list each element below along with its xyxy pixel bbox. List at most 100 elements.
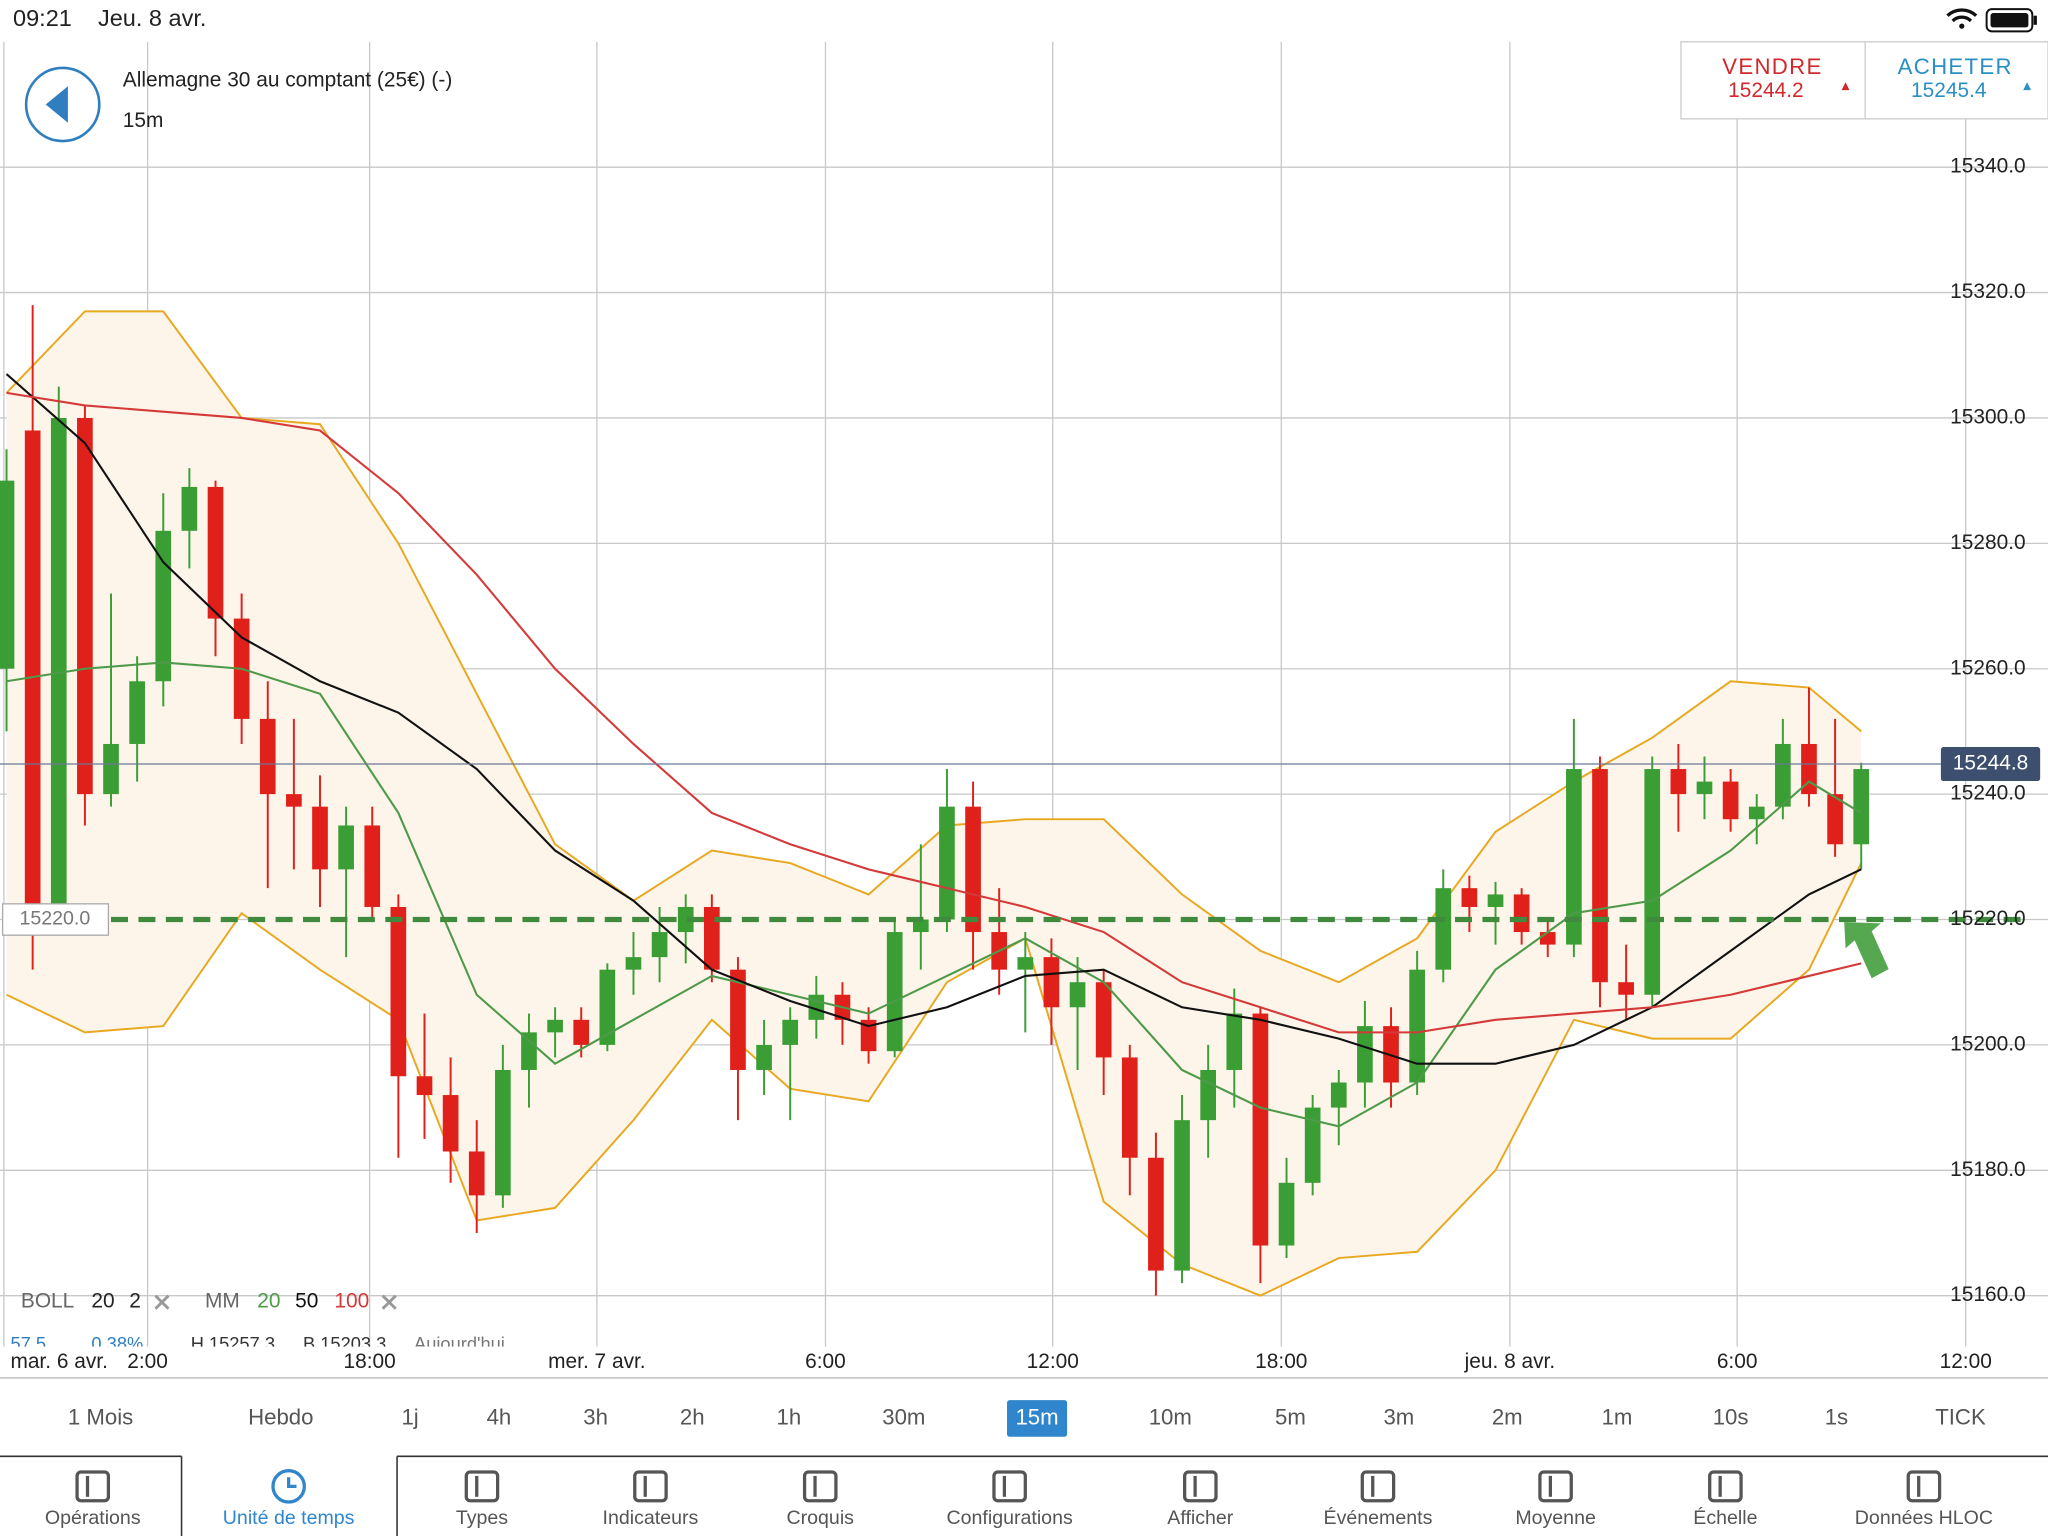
- candle-body: [860, 1019, 877, 1052]
- timeframe-label: Hebdo: [248, 1404, 313, 1429]
- timeframe-option[interactable]: 4h: [487, 1404, 512, 1429]
- candle-body: [1722, 781, 1739, 820]
- timeframe-option[interactable]: 3m: [1383, 1404, 1414, 1429]
- toolbar-icon: [633, 1470, 668, 1503]
- toolbar-item[interactable]: Unité de temps: [223, 1469, 355, 1529]
- candle-body: [912, 919, 929, 933]
- timeframe-option[interactable]: 2m: [1492, 1404, 1523, 1429]
- last-price-label: 15244.8: [1953, 752, 2028, 775]
- candle-body: [1435, 888, 1452, 970]
- candle-body: [77, 417, 93, 795]
- candle-body: [782, 1019, 799, 1045]
- legend-boll-period: 20: [91, 1290, 114, 1313]
- moving-average: [6, 661, 1862, 1128]
- candle-body: [1330, 1082, 1347, 1108]
- timeframe-label: 30m: [882, 1404, 925, 1429]
- toolbar-item[interactable]: Indicateurs: [603, 1470, 699, 1529]
- timeframe-option[interactable]: 1m: [1602, 1404, 1633, 1429]
- candle-body: [1748, 806, 1765, 820]
- y-tick-label: 15320.0: [1950, 280, 2025, 303]
- toolbar-item[interactable]: Moyenne: [1515, 1470, 1596, 1529]
- candle-body: [1801, 743, 1817, 795]
- back-button[interactable]: [24, 66, 101, 143]
- y-tick-label: 15220.0: [1950, 907, 2025, 930]
- toolbar-item[interactable]: Opérations: [45, 1470, 141, 1529]
- toolbar-icon: [287, 1477, 297, 1488]
- candle-body: [939, 806, 955, 920]
- timeframe-option[interactable]: 3h: [583, 1404, 608, 1429]
- candle-body: [103, 743, 119, 795]
- toolbar-item[interactable]: Données HLOC: [1855, 1470, 1993, 1529]
- buy-price: 15245.4: [1911, 79, 1986, 102]
- alert-arrow: [1844, 922, 1889, 979]
- candle-body: [1566, 769, 1582, 945]
- legend-boll: BOLL: [21, 1290, 74, 1313]
- y-tick-label: 15200.0: [1950, 1032, 2025, 1055]
- toolbar-item[interactable]: Types: [456, 1470, 508, 1529]
- y-tick-label: 15340.0: [1950, 155, 2025, 178]
- toolbar-icon: [802, 1470, 838, 1503]
- toolbar-label: Indicateurs: [603, 1507, 699, 1529]
- toolbar-label: Échelle: [1693, 1506, 1757, 1529]
- toolbar-item[interactable]: Échelle: [1693, 1470, 1758, 1529]
- timeframe-option[interactable]: 15m: [1007, 1400, 1068, 1437]
- timeframe-label: 2h: [680, 1404, 705, 1429]
- toolbar-item[interactable]: Croquis: [787, 1470, 855, 1529]
- x-tick-label: 2:00: [127, 1350, 168, 1373]
- timeframe-label: 1h: [777, 1404, 802, 1429]
- timeframe-option[interactable]: 10s: [1713, 1404, 1749, 1429]
- toolbar-label: Croquis: [787, 1507, 855, 1529]
- toolbar-label: Unité de temps: [223, 1507, 355, 1529]
- toolbar-label: Configurations: [947, 1507, 1073, 1529]
- candle-body: [1095, 982, 1112, 1058]
- candle-body: [442, 1095, 459, 1152]
- x-axis-band: [0, 1346, 2048, 1378]
- legend-remove[interactable]: [154, 1294, 170, 1310]
- interval: 15m: [123, 109, 164, 132]
- candle-body: [181, 486, 198, 531]
- wifi-icon: [1946, 8, 1978, 29]
- timeframe-option[interactable]: TICK: [1935, 1404, 1986, 1429]
- timeframe-option[interactable]: 1h: [777, 1404, 802, 1429]
- buy-button[interactable]: ACHETER 15245.4: [1898, 54, 2032, 102]
- candle-body: [312, 806, 328, 870]
- toolbar-icon: [1183, 1470, 1218, 1503]
- legend-remove-stroke: [154, 1294, 170, 1310]
- candle-body: [1853, 769, 1870, 845]
- timeframe-option[interactable]: 5m: [1275, 1404, 1306, 1429]
- candle-body: [1539, 932, 1556, 945]
- candle-body: [390, 906, 407, 1077]
- timeframe-option[interactable]: 1s: [1825, 1404, 1848, 1429]
- timeframe-option[interactable]: 30m: [882, 1404, 925, 1429]
- candle-body: [677, 906, 694, 933]
- toolbar-item[interactable]: Configurations: [947, 1470, 1073, 1529]
- candle-body: [1696, 781, 1713, 795]
- y-tick-label: 15240.0: [1950, 782, 2025, 805]
- candle-body: [1357, 1026, 1373, 1083]
- quote-box: [1680, 41, 2048, 120]
- toolbar-label: Événements: [1324, 1506, 1433, 1529]
- status-bar: [0, 0, 2048, 42]
- candle-body: [0, 480, 15, 669]
- candle-body: [651, 932, 668, 958]
- timeframe-label: 4h: [487, 1404, 512, 1429]
- toolbar-item[interactable]: Afficher: [1167, 1470, 1234, 1529]
- candle-body: [625, 957, 642, 970]
- timeframe-option[interactable]: 2h: [680, 1404, 705, 1429]
- y-tick-label: 15280.0: [1950, 531, 2025, 554]
- candle-body: [1200, 1069, 1216, 1121]
- toolbar-label: Opérations: [45, 1507, 141, 1529]
- timeframe-option[interactable]: 1 Mois: [68, 1404, 133, 1429]
- legend-remove[interactable]: [381, 1294, 397, 1310]
- candle-body: [1487, 894, 1504, 907]
- timeframe-option[interactable]: 10m: [1149, 1404, 1192, 1429]
- timeframe-option[interactable]: 1j: [401, 1404, 418, 1429]
- moving-average: [6, 391, 1862, 1034]
- timeframe-option[interactable]: Hebdo: [248, 1404, 313, 1429]
- status-date: Jeu. 8 avr.: [98, 5, 206, 31]
- candle-body: [1043, 957, 1060, 1008]
- sell-button[interactable]: VENDRE 15244.2: [1722, 54, 1850, 102]
- toolbar-item[interactable]: Événements: [1324, 1470, 1433, 1529]
- candle-body: [495, 1069, 511, 1196]
